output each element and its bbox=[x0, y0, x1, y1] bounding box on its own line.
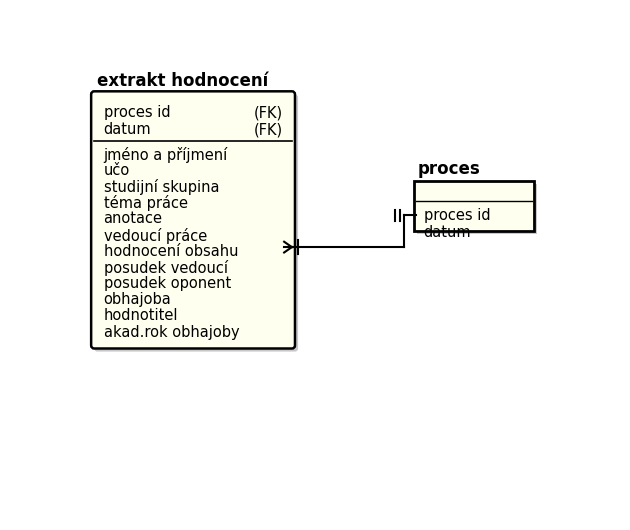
Text: (FK): (FK) bbox=[253, 122, 283, 137]
Text: (FK): (FK) bbox=[253, 105, 283, 120]
Text: hodnotitel: hodnotitel bbox=[103, 308, 178, 323]
FancyBboxPatch shape bbox=[94, 94, 298, 351]
Text: hodnocení obsahu: hodnocení obsahu bbox=[103, 244, 238, 259]
Text: posudek vedoucí: posudek vedoucí bbox=[103, 260, 227, 276]
Text: učo: učo bbox=[103, 163, 130, 178]
Text: proces id: proces id bbox=[423, 208, 490, 223]
Text: datum: datum bbox=[103, 122, 151, 137]
Text: téma práce: téma práce bbox=[103, 195, 188, 211]
Text: akad.rok obhajoby: akad.rok obhajoby bbox=[103, 325, 239, 340]
Text: proces: proces bbox=[418, 161, 480, 178]
Text: proces id: proces id bbox=[103, 105, 170, 120]
Text: vedoucí práce: vedoucí práce bbox=[103, 227, 207, 244]
Text: obhajoba: obhajoba bbox=[103, 292, 171, 307]
Text: extrakt hodnocení: extrakt hodnocení bbox=[98, 72, 268, 90]
FancyBboxPatch shape bbox=[91, 91, 295, 349]
Text: anotace: anotace bbox=[103, 211, 163, 226]
FancyBboxPatch shape bbox=[415, 181, 534, 231]
Text: studijní skupina: studijní skupina bbox=[103, 179, 219, 195]
Text: jméno a příjmení: jméno a příjmení bbox=[103, 147, 228, 163]
Text: posudek oponent: posudek oponent bbox=[103, 276, 231, 291]
Text: datum: datum bbox=[423, 225, 471, 240]
FancyBboxPatch shape bbox=[418, 184, 537, 234]
